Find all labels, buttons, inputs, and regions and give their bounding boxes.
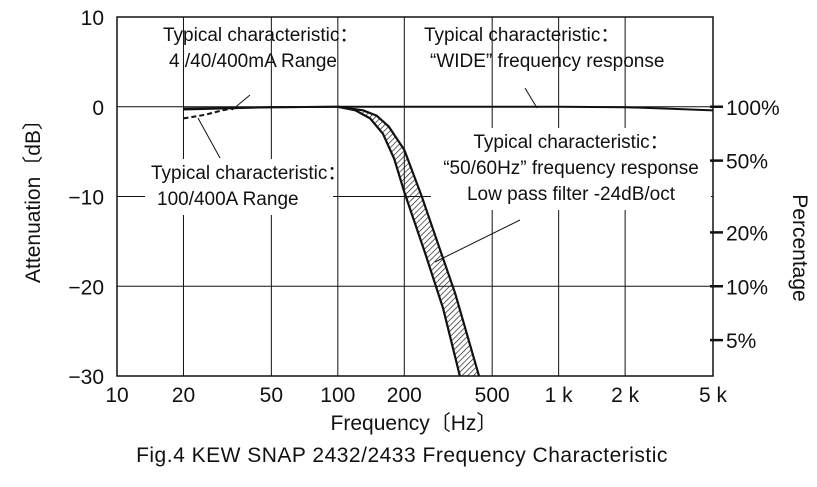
annotation-text: Low pass filter -24dB/oct xyxy=(467,184,676,205)
y2-tick-label: 10% xyxy=(726,276,768,299)
y-axis-label: Attenuation〔dB〕 xyxy=(22,109,45,283)
annotation-leader-line xyxy=(524,87,538,109)
series-ma-line xyxy=(183,105,338,111)
annotation-background xyxy=(145,159,333,215)
x-tick-label: 5 k xyxy=(699,384,728,407)
y2-tick-label: 100% xyxy=(726,97,780,120)
annotation: Typical characteristic： “WIDE” frequency … xyxy=(424,25,664,72)
y-tick-label: 0 xyxy=(92,97,104,120)
x-tick-label: 10 xyxy=(105,384,128,407)
x-tick-label: 100 xyxy=(320,384,355,407)
annotation-leader-line xyxy=(434,219,521,263)
y2-tick-label: 5% xyxy=(726,330,756,353)
series-lpf_high-line xyxy=(337,105,481,376)
y2-axis-label: Percentage xyxy=(788,194,811,301)
annotation: Typical characteristic： 4 /40/400mA Range xyxy=(163,25,358,72)
annotation-background xyxy=(431,128,711,210)
annotation-text: “WIDE” frequency response xyxy=(430,51,664,72)
annotation-text: Typical characteristic： xyxy=(163,25,358,46)
annotation-text: Typical characteristic： xyxy=(473,132,668,153)
series-lpf_low-line xyxy=(337,105,461,376)
y2-tick-label: 20% xyxy=(726,222,768,245)
x-axis-label: Frequency〔Hz〕 xyxy=(331,412,498,435)
annotation-leader-line xyxy=(197,117,221,159)
x-tick-label: 200 xyxy=(387,384,422,407)
annotation-leader-line xyxy=(231,94,251,111)
x-tick-label: 20 xyxy=(172,384,195,407)
figure-caption: Fig.4 KEW SNAP 2432/2433 Frequency Chara… xyxy=(136,444,668,467)
y2-tick-label: 50% xyxy=(726,151,768,174)
series-group xyxy=(183,105,713,376)
annotation-text: Typical characteristic： xyxy=(424,25,619,46)
annotation: Typical characteristic： “50/60Hz” frequen… xyxy=(431,128,711,210)
annotation-text: Typical characteristic： xyxy=(151,163,346,184)
x-tick-label: 500 xyxy=(475,384,510,407)
y-tick-label: −30 xyxy=(68,366,104,389)
annotation-text: “50/60Hz” frequency response xyxy=(443,158,699,179)
annotation: Typical characteristic： 100/400A Range xyxy=(145,159,346,215)
y-tick-label: 10 xyxy=(81,7,104,30)
x-tick-label: 1 k xyxy=(545,384,574,407)
y-tick-label: −10 xyxy=(68,187,104,210)
annotation-text: 100/400A Range xyxy=(157,189,299,210)
series-amp-line xyxy=(183,106,238,120)
x-tick-label: 50 xyxy=(260,384,283,407)
annotation-text: 4 /40/400mA Range xyxy=(169,51,337,72)
y-tick-label: −20 xyxy=(68,276,104,299)
x-tick-label: 2 k xyxy=(611,384,640,407)
